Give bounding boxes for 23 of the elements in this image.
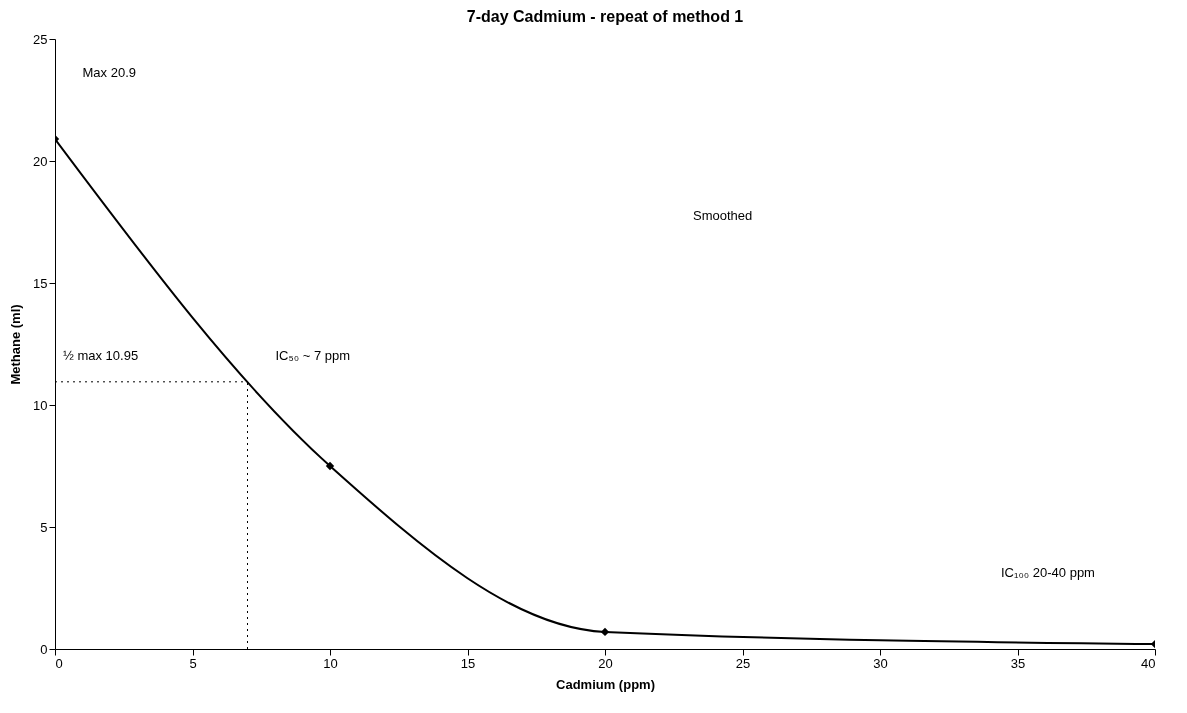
x-tick-label: 40 — [1141, 655, 1156, 671]
x-axis-title: Cadmium (ppm) — [556, 676, 655, 692]
annotation: Smoothed — [693, 207, 753, 223]
y-tick-label: 25 — [33, 31, 48, 47]
x-tick-label: 15 — [460, 655, 476, 671]
y-tick-label: 0 — [40, 641, 48, 657]
x-tick-label: 20 — [598, 655, 613, 671]
x-tick-label: 5 — [189, 655, 197, 671]
x-tick-label: 25 — [735, 655, 751, 671]
y-tick-label: 20 — [33, 153, 48, 169]
annotation: IC₅₀ ~ 7 ppm — [275, 347, 351, 363]
chart-title: 7-day Cadmium - repeat of method 1 — [466, 8, 744, 25]
x-tick-label: 0 — [55, 655, 63, 671]
y-tick-label: 15 — [33, 275, 48, 291]
y-tick-label: 5 — [40, 519, 48, 535]
annotation: ½ max 10.95 — [63, 347, 139, 363]
y-axis-title: Methane (ml) — [8, 304, 24, 385]
x-tick-label: 35 — [1010, 655, 1026, 671]
x-tick-label: 30 — [873, 655, 888, 671]
y-tick-label: 10 — [33, 397, 48, 413]
x-tick-label: 10 — [323, 655, 338, 671]
annotation: IC₁₀₀ 20-40 ppm — [1001, 564, 1095, 580]
annotation: Max 20.9 — [82, 64, 136, 80]
